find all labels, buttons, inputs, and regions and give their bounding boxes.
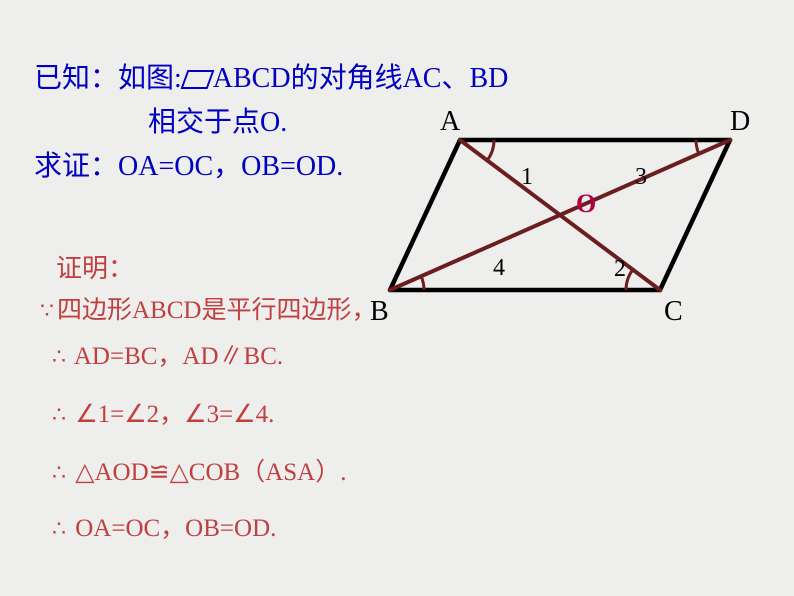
because-icon: ∵ — [40, 298, 53, 324]
angle-label-2: 2 — [614, 256, 626, 283]
center-label-O: O — [576, 189, 596, 219]
given-prefix: 已知：如图: — [34, 63, 182, 94]
therefore-icon: ∴ — [52, 460, 65, 486]
angle-label-1: 1 — [521, 164, 533, 191]
therefore-icon: ∴ — [52, 516, 65, 542]
therefore-icon: ∴ — [52, 402, 65, 428]
vertex-label-D: D — [730, 106, 750, 138]
angle-label-3: 3 — [635, 164, 647, 191]
proof-line-5: ∴ OA=OC，OB=OD. — [52, 508, 276, 544]
proof-line-4: ∴ △AOD≌△COB（ASA）. — [52, 452, 346, 488]
parallelogram-diagram — [370, 100, 790, 350]
proof-title: 证明： — [56, 248, 134, 285]
therefore-icon: ∴ — [52, 344, 65, 370]
problem-prove: 求证：OA=OC，OB=OD. — [34, 146, 343, 188]
vertex-label-A: A — [440, 106, 460, 138]
problem-given-line1: 已知：如图: ABCD的对角线AC、BD — [34, 58, 508, 100]
vertex-label-B: B — [370, 296, 389, 328]
proof-line-2: ∴ AD=BC，AD∥BC. — [52, 336, 283, 372]
problem-given-line2: 相交于点O. — [148, 102, 287, 144]
proof-line-1: ∵四边形ABCD是平行四边形， — [40, 290, 376, 326]
proof-line-3: ∴ ∠1=∠2，∠3=∠4. — [52, 394, 274, 430]
parallelogram-icon — [180, 70, 214, 89]
vertex-label-C: C — [664, 296, 683, 328]
angle-label-4: 4 — [493, 255, 505, 282]
given-suffix: ABCD的对角线AC、BD — [213, 63, 509, 94]
